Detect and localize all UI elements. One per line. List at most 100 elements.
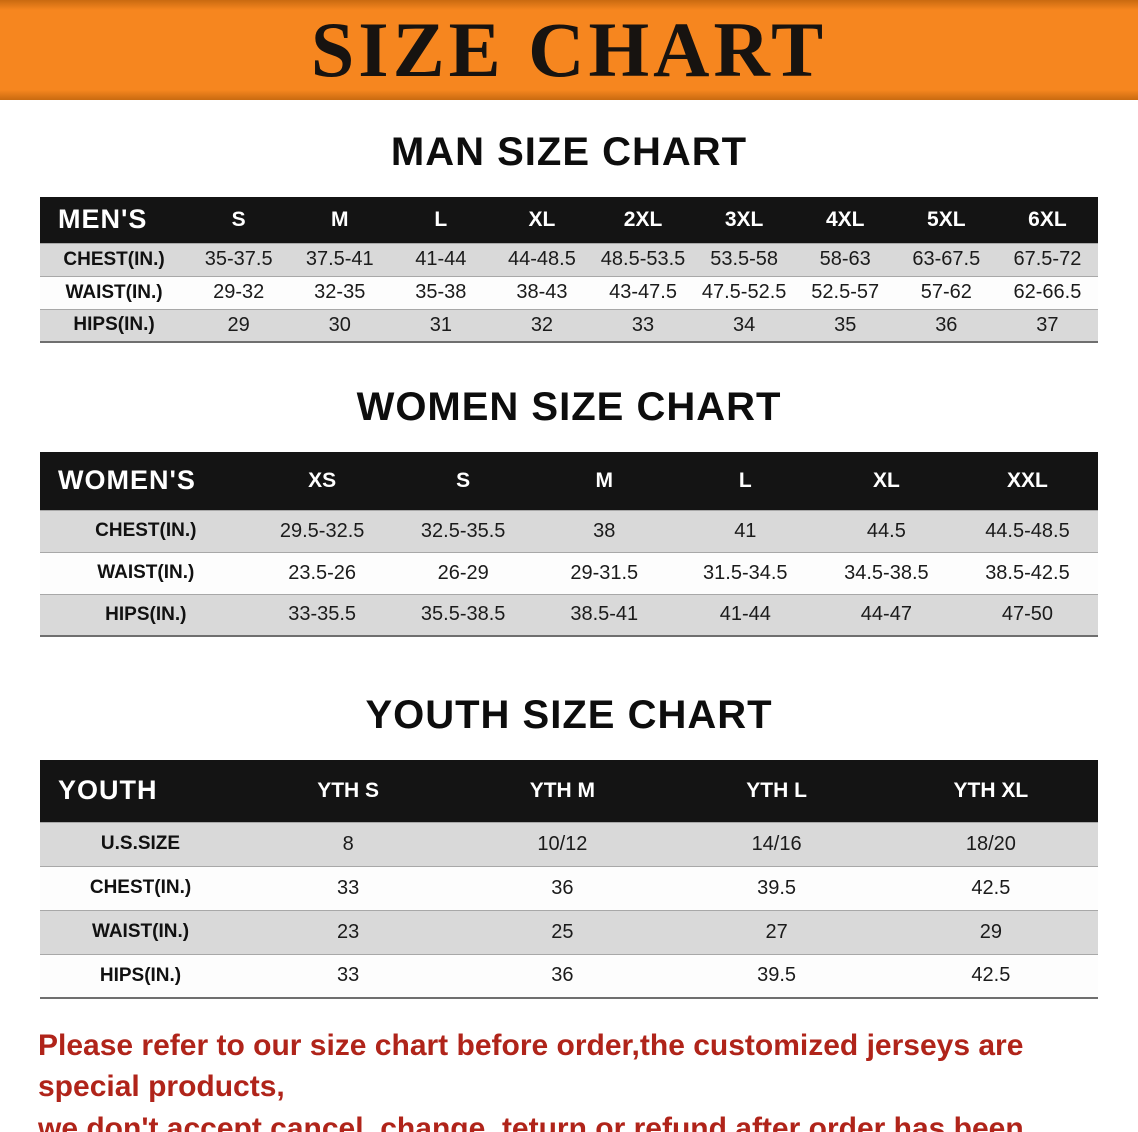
women-row-label: WAIST(IN.): [97, 562, 195, 583]
men-column-header: 3XL: [724, 207, 764, 231]
youth-data-cell: 39.5: [757, 876, 797, 899]
men-data-cell: 29-32: [213, 281, 265, 303]
women-data-cell: 38: [593, 519, 616, 542]
women-section-heading: WOMEN SIZE CHART: [356, 385, 782, 429]
women-column-header: XS: [308, 468, 337, 492]
men-row-label: CHEST(IN.): [63, 248, 165, 270]
men-data-cell: 41-44: [415, 248, 467, 270]
men-data-cell: 44-48.5: [508, 248, 576, 270]
youth-column-header: YTH L: [746, 778, 807, 802]
men-column-header: XL: [528, 207, 556, 231]
men-row-label: HIPS(IN.): [73, 314, 155, 336]
men-data-cell: 47.5-52.5: [701, 281, 787, 303]
men-data-cell: 35: [834, 313, 857, 336]
women-corner-label: WOMEN'S: [58, 465, 196, 496]
youth-column-header: YTH M: [529, 778, 596, 802]
men-data-cell: 36: [935, 313, 958, 336]
youth-column-header: YTH XL: [953, 778, 1029, 802]
men-data-cell: 37.5-41: [305, 248, 374, 270]
men-data-cell: 53.5-58: [710, 248, 779, 270]
women-column-header: XXL: [1007, 468, 1048, 492]
youth-data-cell: 8: [342, 832, 354, 855]
men-table-row: WAIST(IN.) 29-32 32-35 35-38 38-43 43-47.5 47.…: [40, 276, 1098, 309]
women-data-cell: 23.5-26: [288, 561, 357, 584]
men-column-header: 5XL: [927, 207, 966, 231]
women-row-label: CHEST(IN.): [95, 520, 197, 541]
youth-data-cell: 25: [551, 920, 574, 943]
men-data-cell: 30: [328, 313, 351, 336]
men-data-cell: 32: [530, 313, 554, 336]
youth-data-cell: 18/20: [965, 832, 1016, 855]
women-data-cell: 38.5-41: [570, 603, 639, 626]
women-data-cell: 47-50: [1001, 603, 1054, 626]
youth-row-label: HIPS(IN.): [99, 964, 182, 986]
youth-data-cell: 29: [979, 920, 1002, 943]
men-data-cell: 43-47.5: [609, 281, 677, 303]
women-data-cell: 32.5-35.5: [420, 519, 506, 542]
men-table-row: HIPS(IN.) 29 30 31 32 33 34 35 36 37: [40, 309, 1098, 342]
banner: SIZE CHART: [0, 0, 1138, 100]
footer-note-line-2: we don't accept cancel, change, teturn o…: [38, 1111, 1024, 1132]
men-column-header: S: [231, 207, 246, 231]
women-table-row: CHEST(IN.) 29.5-32.5 32.5-35.5 38 41 44.5 44.5…: [40, 510, 1098, 552]
women-data-cell: 44-47: [860, 603, 912, 626]
women-data-cell: 34.5-38.5: [844, 561, 929, 584]
women-header-row: WOMEN'S XS S M L XL XXL: [40, 452, 1098, 510]
women-data-cell: 35.5-38.5: [420, 603, 506, 626]
youth-data-cell: 14/16: [751, 832, 802, 855]
banner-title: SIZE CHART: [310, 6, 828, 93]
footer-note-line-1: Please refer to our size chart before or…: [38, 1029, 1024, 1104]
youth-data-cell: 10/12: [537, 832, 588, 855]
youth-data-cell: 39.5: [757, 964, 797, 987]
youth-header-row: YOUTH YTH S YTH M YTH L YTH XL: [40, 760, 1098, 822]
men-data-cell: 58-63: [819, 248, 871, 270]
men-data-cell: 48.5-53.5: [600, 248, 686, 270]
youth-row-label: WAIST(IN.): [91, 921, 190, 942]
youth-data-cell: 33: [337, 876, 360, 899]
men-data-cell: 35-38: [415, 281, 467, 303]
men-data-cell: 29: [227, 313, 250, 336]
men-column-header: 6XL: [1028, 207, 1067, 231]
men-row-label: WAIST(IN.): [65, 281, 163, 303]
men-column-header: 4XL: [825, 207, 865, 231]
men-data-cell: 67.5-72: [1013, 248, 1082, 270]
men-header-row: MEN'S S M L XL 2XL 3XL 4XL 5XL 6XL: [40, 197, 1098, 243]
youth-table-row: U.S.SIZE 8 10/12 14/16 18/20: [40, 822, 1098, 866]
youth-row-label: CHEST(IN.): [89, 877, 192, 898]
youth-table-row: CHEST(IN.) 33 36 39.5 42.5: [40, 866, 1098, 910]
youth-section: YOUTH SIZE CHART YOUTH YTH S YTH M YTH L YTH…: [0, 693, 1138, 999]
men-table-row: CHEST(IN.) 35-37.5 37.5-41 41-44 44-48.5 48.5…: [40, 243, 1098, 276]
women-data-cell: 41-44: [719, 603, 771, 626]
men-data-cell: 38-43: [516, 281, 568, 303]
men-data-cell: 32-35: [314, 281, 366, 303]
men-data-cell: 33: [631, 313, 655, 336]
women-data-cell: 44.5: [866, 519, 906, 542]
youth-data-cell: 36: [551, 964, 574, 987]
women-size-table: WOMEN'S XS S M L XL XXL CHEST(IN.) 29.5-32.5 32.5…: [40, 452, 1098, 637]
women-data-cell: 44.5-48.5: [985, 519, 1070, 542]
men-corner-label: MEN'S: [58, 204, 148, 235]
women-row-label: HIPS(IN.): [105, 603, 187, 625]
youth-data-cell: 36: [551, 876, 574, 899]
men-column-header: L: [434, 207, 448, 231]
men-column-header: 2XL: [623, 207, 663, 231]
men-size-table: MEN'S S M L XL 2XL 3XL 4XL 5XL 6XL CHEST(IN.) 35-37…: [40, 197, 1098, 343]
women-column-header: XL: [872, 468, 900, 492]
youth-data-cell: 27: [765, 920, 788, 943]
footer-note: Please refer to our size chart before or…: [38, 1025, 1100, 1132]
youth-data-cell: 42.5: [971, 964, 1011, 987]
men-column-header: M: [331, 207, 349, 231]
youth-table-row: WAIST(IN.) 23 25 27 29: [40, 910, 1098, 954]
women-section: WOMEN SIZE CHART WOMEN'S XS S M L XL XXL CHEST(…: [0, 385, 1138, 637]
youth-table-row: HIPS(IN.) 33 36 39.5 42.5: [40, 954, 1098, 998]
women-data-cell: 41: [734, 519, 757, 542]
youth-corner-label: YOUTH: [58, 775, 158, 806]
women-data-cell: 29.5-32.5: [279, 519, 365, 542]
women-data-cell: 38.5-42.5: [985, 561, 1070, 584]
women-table-row: HIPS(IN.) 33-35.5 35.5-38.5 38.5-41 41-44 44-…: [40, 594, 1098, 636]
men-section: MAN SIZE CHART MEN'S S M L XL 2XL 3XL 4XL 5XL 6XL…: [0, 130, 1138, 343]
men-data-cell: 52.5-57: [811, 281, 880, 303]
women-data-cell: 29-31.5: [570, 561, 639, 584]
men-data-cell: 35-37.5: [204, 248, 273, 270]
